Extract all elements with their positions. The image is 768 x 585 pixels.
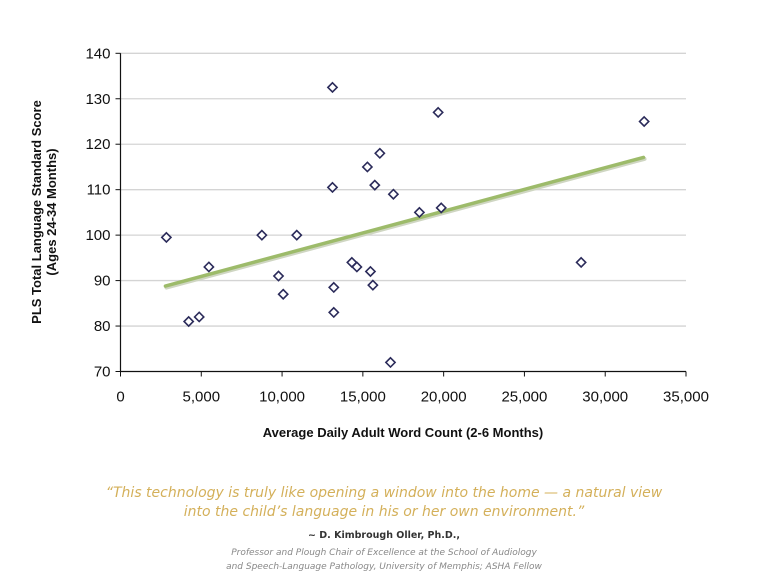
author-affiliation: Professor and Plough Chair of Excellence…: [0, 546, 768, 574]
data-point: [369, 179, 381, 191]
data-point: [384, 356, 397, 369]
data-point: [575, 256, 587, 269]
x-tick-label: 5,000: [183, 389, 221, 406]
data-point: [435, 202, 447, 214]
data-point: [638, 115, 650, 128]
data-point: [387, 188, 400, 200]
quote-line-1: “This technology is truly like opening a…: [105, 485, 663, 501]
data-point: [374, 147, 386, 160]
data-point: [367, 279, 379, 291]
axes: [115, 52, 687, 377]
y-tick-label: 80: [94, 318, 111, 335]
x-tick-label: 35,000: [663, 389, 709, 406]
data-point: [364, 265, 377, 278]
data-point: [291, 229, 303, 241]
data-point: [256, 229, 268, 241]
x-tick-label: 10,000: [259, 389, 305, 406]
y-tick-label: 140: [85, 45, 110, 62]
tick-labels: 70 80 90 100 110 120 130 140 0 5,000 10,000 15,000 2…: [85, 45, 708, 405]
x-tick-label: 15,000: [340, 389, 386, 406]
y-tick-label: 100: [85, 227, 110, 244]
data-point: [328, 281, 340, 294]
data-point: [203, 261, 215, 273]
data-point: [432, 106, 444, 119]
author-affiliation-line-2: and Speech-Language Pathology, Universit…: [226, 562, 542, 572]
author-affiliation-line-1: Professor and Plough Chair of Excellence…: [231, 548, 537, 558]
trendline: [163, 155, 646, 288]
data-point: [361, 161, 374, 173]
quote-author: ~ D. Kimbrough Oller, Ph.D.,: [308, 530, 460, 541]
data-point: [272, 270, 285, 282]
data-point: [277, 288, 289, 300]
x-tick-label: 30,000: [582, 389, 628, 406]
data-point: [193, 311, 205, 323]
data-point: [182, 315, 195, 328]
data-point: [160, 231, 173, 244]
data-point: [351, 261, 363, 273]
scatter-chart: 70 80 90 100 110 120 130 140 0 5,000 10,000 15,000 2…: [29, 45, 709, 440]
quote-line-2: into the child’s language in his or her …: [183, 504, 585, 520]
data-point: [326, 81, 339, 94]
x-tick-label: 20,000: [421, 389, 467, 406]
y-tick-label: 120: [85, 136, 110, 153]
y-axis-title-line2: (Ages 24-34 Months): [44, 148, 59, 275]
data-point: [413, 206, 426, 219]
y-tick-label: 130: [85, 91, 110, 108]
data-point: [328, 306, 340, 319]
data-points: [160, 81, 650, 369]
gridlines: [120, 52, 686, 327]
y-tick-label: 90: [94, 273, 111, 290]
y-axis-title: PLS Total Language Standard Score (Ages …: [29, 100, 59, 324]
x-axis-title: Average Daily Adult Word Count (2-6 Mont…: [263, 425, 543, 440]
x-tick-label: 0: [116, 389, 124, 406]
y-axis-title-line1: PLS Total Language Standard Score: [29, 100, 44, 324]
x-tick-label: 25,000: [501, 389, 547, 406]
testimonial-quote: “This technology is truly like opening a…: [0, 484, 768, 522]
y-tick-label: 110: [87, 182, 111, 199]
y-tick-label: 70: [94, 364, 111, 381]
trendline-group: [163, 155, 647, 290]
data-point: [326, 181, 339, 194]
